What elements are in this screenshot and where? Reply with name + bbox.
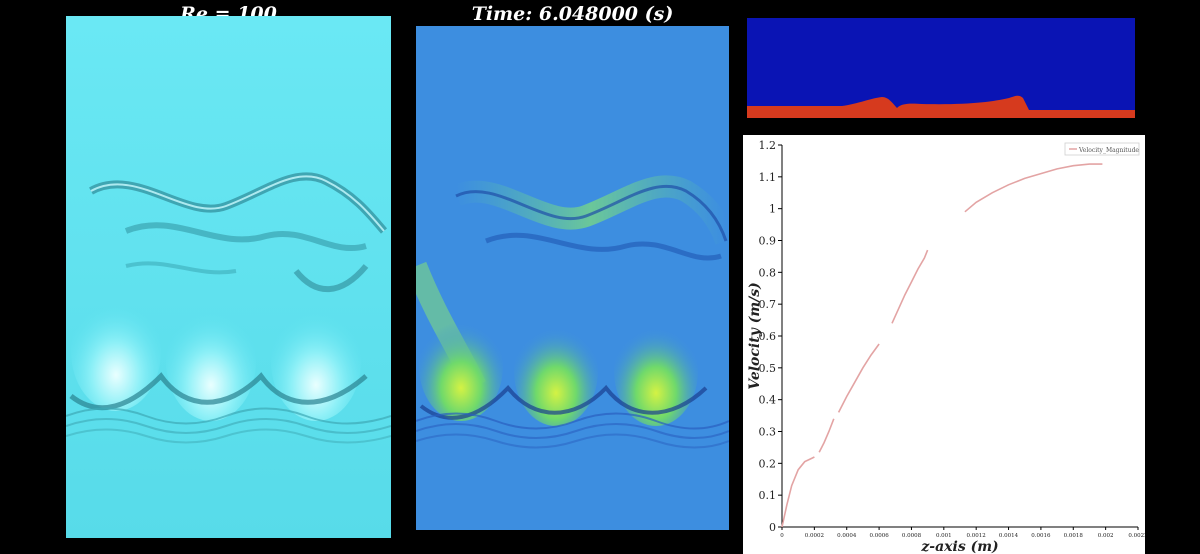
y-axis-label: Velocity (m/s) — [747, 282, 763, 390]
reynolds-field-view — [66, 16, 391, 538]
x-tick-label: 0.0022 — [1128, 533, 1145, 539]
velocity-profile-chart: 0 0.1 0.2 0.3 0.4 0.5 0.6 0.7 0.8 0.9 1 1.1 1.2 0 0.0… — [743, 135, 1145, 554]
velocity-series-segment — [818, 418, 835, 453]
velocity-series-segment — [781, 456, 815, 528]
legend-entry-velocity-magnitude: Velocity_Magnitude — [1078, 147, 1139, 154]
x-axis-label: z-axis (m) — [920, 539, 998, 554]
y-tick-label: 0.5 — [759, 362, 777, 375]
y-tick-label: 1.1 — [759, 171, 777, 184]
y-tick-label: 0.2 — [759, 457, 777, 470]
phase-field-render — [747, 18, 1135, 118]
velocity-field-view — [416, 26, 729, 530]
velocity-series-segment — [837, 343, 880, 413]
y-tick-label: 1.2 — [759, 139, 777, 152]
x-tick-label: 0.0018 — [1064, 533, 1084, 539]
x-tick-label: 0.0006 — [869, 533, 889, 539]
velocity-series-segment — [891, 249, 929, 324]
y-tick-label: 0.1 — [759, 489, 777, 502]
x-tick-label: 0 — [780, 533, 784, 539]
y-tick-label: 0.9 — [759, 235, 777, 248]
x-tick-label: 0.0014 — [999, 533, 1019, 539]
x-tick-label: 0.002 — [1098, 533, 1114, 539]
velocity-field-render — [416, 26, 729, 530]
y-tick-label: 0.7 — [759, 298, 777, 311]
y-tick-label: 0.6 — [759, 330, 777, 343]
x-tick-label: 0.0002 — [805, 533, 824, 539]
velocity-series-segment — [964, 163, 1103, 213]
reynolds-field-render — [66, 16, 391, 538]
x-tick-label: 0.0004 — [837, 533, 857, 539]
y-tick-label: 0.4 — [759, 394, 777, 407]
y-tick-label: 0.8 — [759, 266, 777, 279]
velocity-chart-svg: 0 0.1 0.2 0.3 0.4 0.5 0.6 0.7 0.8 0.9 1 1.1 1.2 0 0.0… — [747, 139, 1145, 554]
x-tick-label: 0.0012 — [967, 533, 986, 539]
phase-field-view — [747, 18, 1135, 118]
chart-legend: Velocity_Magnitude — [1064, 142, 1139, 156]
x-tick-label: 0.0016 — [1031, 533, 1051, 539]
x-tick-label: 0.001 — [936, 533, 952, 539]
y-tick-label: 0.3 — [759, 426, 777, 439]
y-tick-label: 1 — [769, 203, 776, 216]
y-tick-label: 0 — [769, 521, 776, 534]
x-tick-label: 0.0008 — [902, 533, 922, 539]
middle-panel-title: Time: 6.048000 (s) — [471, 3, 674, 25]
